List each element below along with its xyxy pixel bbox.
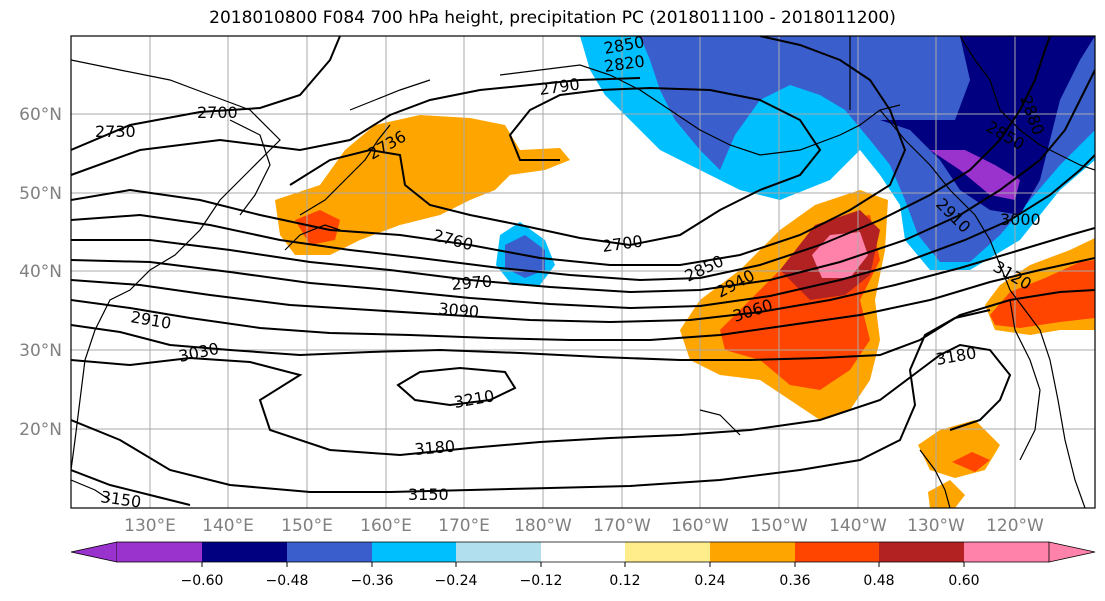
colorbar-tick-label: −0.48 <box>266 573 309 589</box>
coastlines <box>71 36 1095 508</box>
colorbar-segment <box>372 542 456 562</box>
lon-tick-label: 140°E <box>202 516 254 536</box>
colorbar-segment <box>117 542 202 562</box>
colorbar-tick-label: −0.12 <box>520 573 563 589</box>
contour-label: 3150 <box>408 485 449 504</box>
lon-tick-label: 140°W <box>829 516 887 536</box>
lon-tick-label: 150°E <box>281 516 333 536</box>
neg-shade-navy <box>880 36 1095 215</box>
contour-label: 3180 <box>414 437 456 459</box>
colorbar-segment <box>710 542 795 562</box>
colorbar-segment <box>1048 541 1096 563</box>
lat-tick-label: 30°N <box>19 341 62 361</box>
plot-border <box>70 35 1096 509</box>
chart-title: 2018010800 F084 700 hPa height, precipit… <box>209 8 896 28</box>
colorbar-tick-label: −0.36 <box>351 573 394 589</box>
lat-tick-label: 40°N <box>19 262 62 282</box>
contour-label: 3090 <box>438 299 480 321</box>
colorbar-segment <box>456 542 541 562</box>
colorbar-segment <box>879 542 964 562</box>
colorbar: −0.60 −0.48 −0.36 −0.24 −0.12 0.12 0.24 … <box>70 541 1096 589</box>
colorbar-segment <box>541 542 625 562</box>
lon-tick-label: 160°W <box>671 516 729 536</box>
lat-tick-label: 20°N <box>19 420 62 440</box>
lon-tick-label: 170°W <box>593 516 651 536</box>
lon-tick-label: 160°E <box>360 516 412 536</box>
colorbar-tick-label: −0.60 <box>181 573 224 589</box>
lon-tick-label: 120°W <box>986 516 1044 536</box>
neg-shade-purple <box>930 150 1020 200</box>
contour-label: 2700 <box>197 103 238 122</box>
lon-tick-label: 130°E <box>124 516 176 536</box>
lon-tick-label: 130°W <box>907 516 965 536</box>
neg-shade-central-inner <box>505 235 545 278</box>
colorbar-tick-label: 0.12 <box>609 573 640 589</box>
lon-tick-label: 170°E <box>438 516 490 536</box>
colorbar-tick-label: 0.36 <box>779 573 810 589</box>
lon-tick-label: 150°W <box>750 516 808 536</box>
contour-label: 3000 <box>1000 210 1041 229</box>
lon-labels: 130°E 140°E 150°E 160°E 170°E 180°W 170°… <box>124 516 1044 536</box>
colorbar-segment <box>625 542 710 562</box>
contour-label: 2970 <box>451 272 493 294</box>
colorbar-segment <box>795 542 879 562</box>
colorbar-tick-label: −0.24 <box>435 573 478 589</box>
colorbar-tick-label: 0.24 <box>694 573 725 589</box>
colorbar-segment <box>287 542 372 562</box>
colorbar-segment <box>70 541 118 563</box>
contour-label: 2730 <box>95 122 136 141</box>
colorbar-segment <box>964 542 1049 562</box>
colorbar-segment <box>202 542 287 562</box>
lat-tick-label: 50°N <box>19 184 62 204</box>
pos-shade-japan-sea <box>275 115 570 255</box>
height-contours <box>71 36 1095 506</box>
pos-shade-mexico-red <box>952 452 990 472</box>
lat-labels: 60°N 50°N 40°N 30°N 20°N <box>19 105 62 440</box>
colorbar-tick-label: 0.48 <box>863 573 894 589</box>
colorbar-tick-label: 0.60 <box>948 573 979 589</box>
lon-tick-label: 180°W <box>514 516 572 536</box>
map-plot-area <box>71 36 1095 508</box>
lat-tick-label: 60°N <box>19 105 62 125</box>
